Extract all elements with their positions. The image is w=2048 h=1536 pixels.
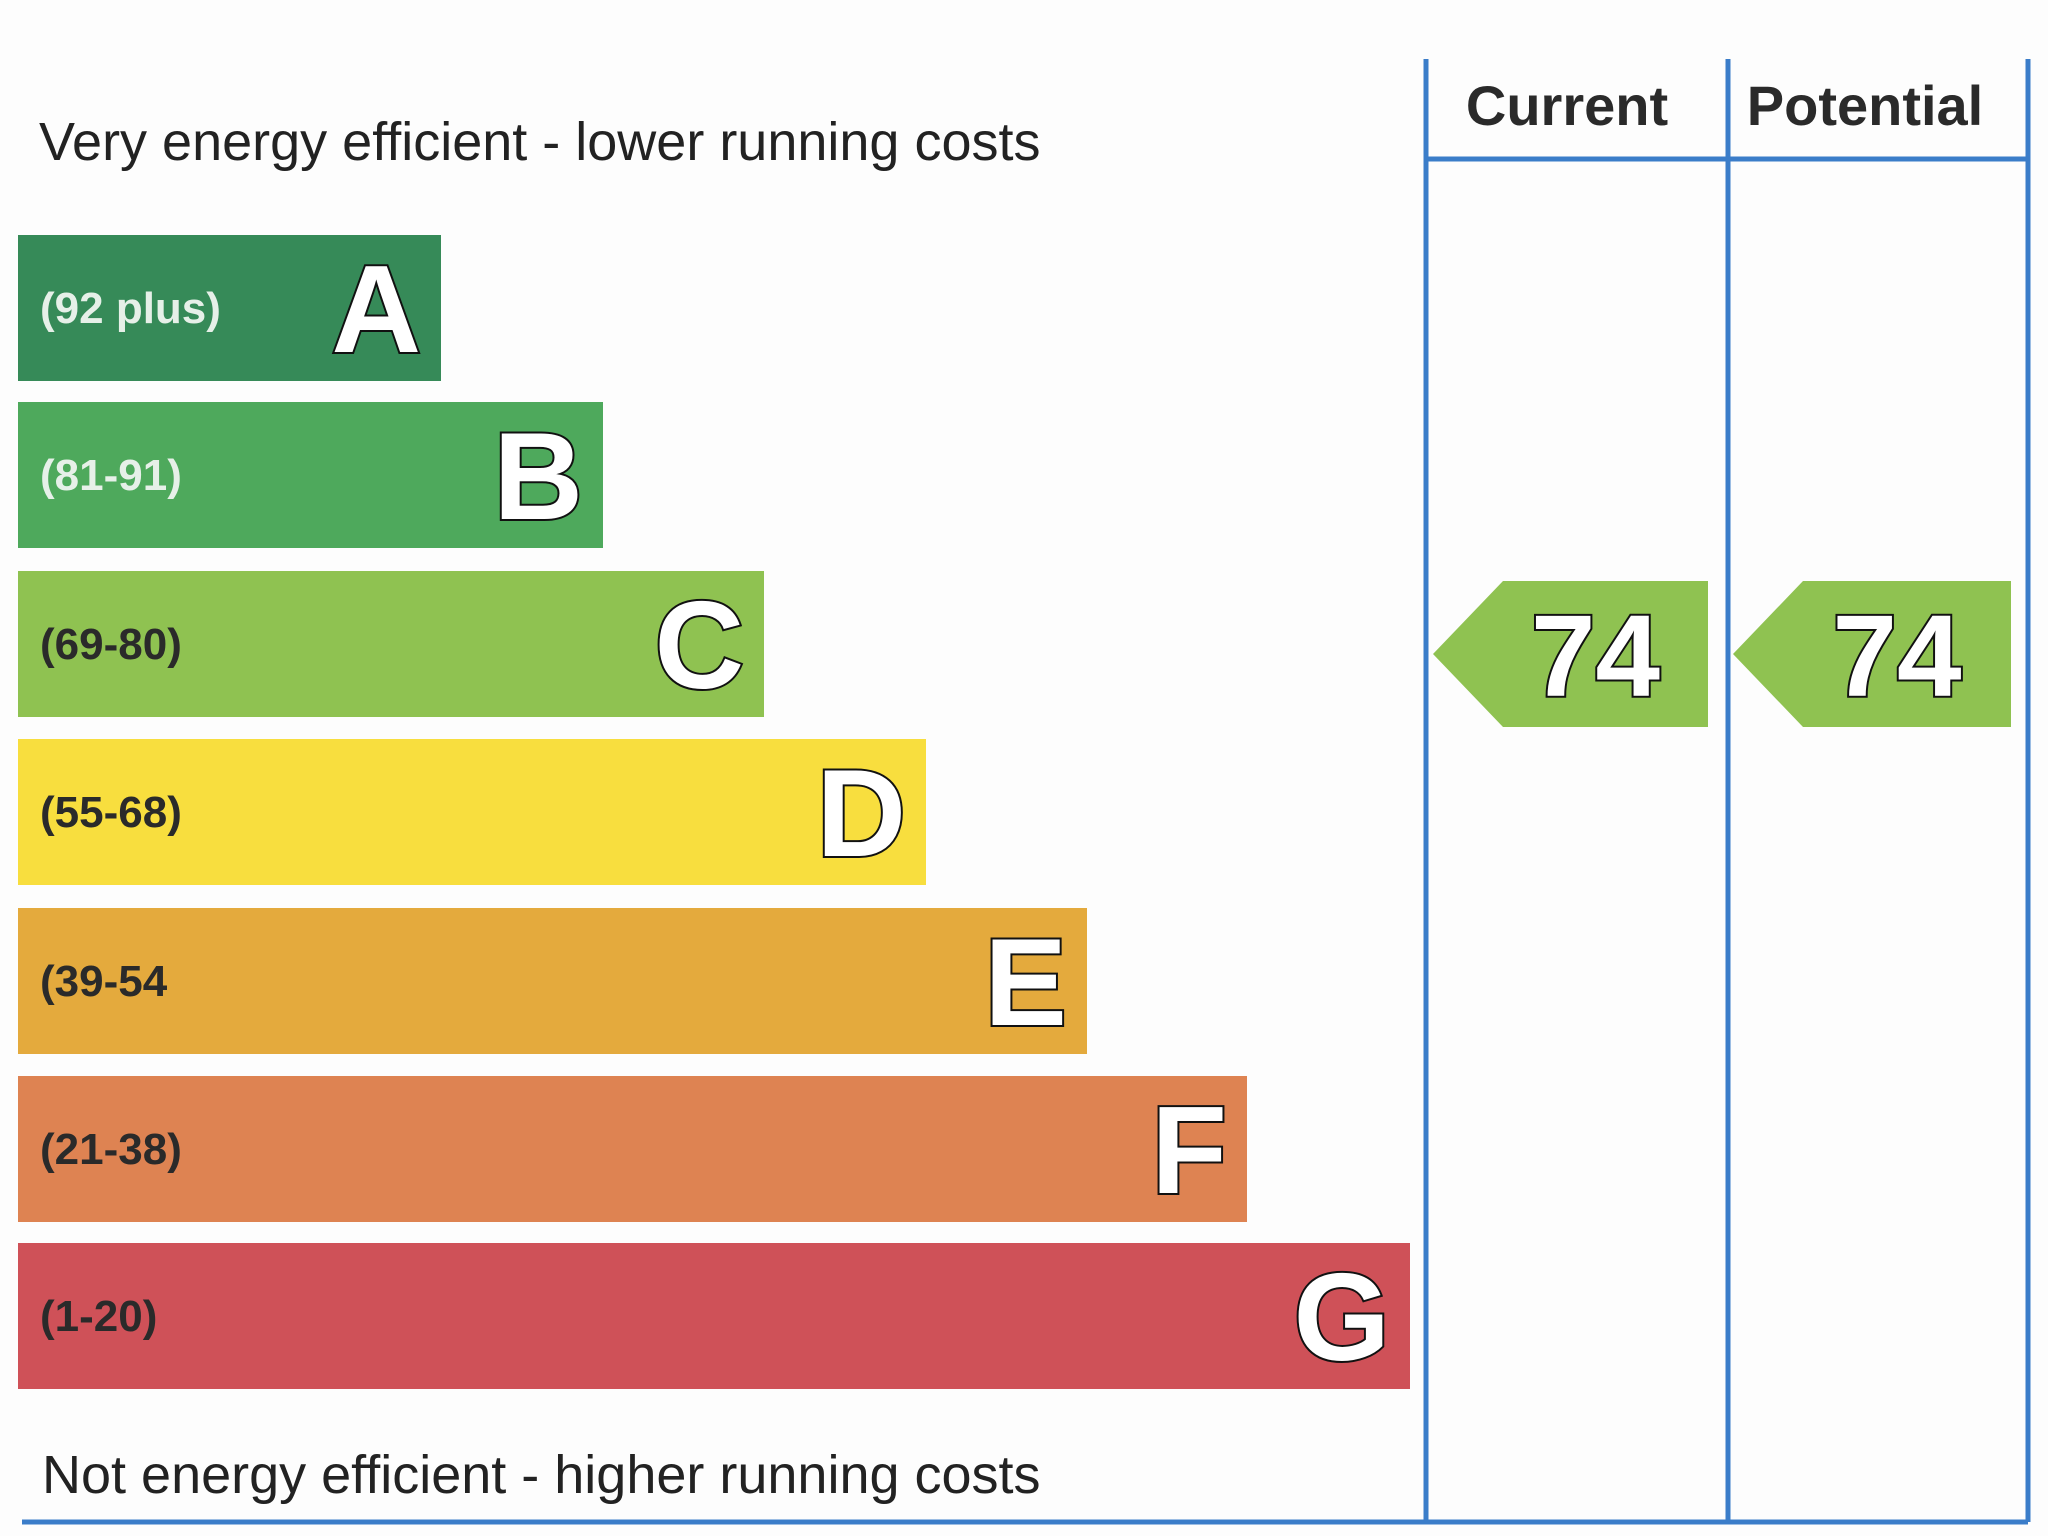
- band-letter: F: [1151, 1082, 1227, 1220]
- band: [18, 1243, 1410, 1389]
- band-range: (92 plus): [40, 284, 221, 333]
- bottom-label: Not energy efficient - higher running co…: [42, 1445, 1041, 1505]
- band: [18, 1076, 1247, 1222]
- band: [18, 908, 1087, 1054]
- rating-arrow: [1433, 581, 1708, 727]
- band-range: (21-38): [40, 1125, 182, 1174]
- bands: (92 plus) A (81-91) B (69-80) C (55-68) D (39-54…: [18, 235, 1410, 1389]
- band-range: (39-54: [40, 957, 168, 1006]
- band-range: (69-80): [40, 620, 182, 669]
- band-letter: B: [493, 408, 583, 546]
- rating-value: 74: [1832, 591, 1961, 721]
- band-letter: G: [1294, 1249, 1390, 1387]
- column-header: Current: [1466, 74, 1668, 137]
- rating-arrow: [1733, 581, 2011, 727]
- band-range: (1-20): [40, 1292, 157, 1341]
- top-label: Very energy efficient - lower running co…: [39, 112, 1041, 172]
- band-range: (81-91): [40, 451, 182, 500]
- rating-value: 74: [1531, 591, 1660, 721]
- band: [18, 739, 926, 885]
- band: [18, 402, 603, 548]
- ratings: 74 74: [1433, 581, 2011, 727]
- band-letter: D: [816, 745, 906, 883]
- band-range: (55-68): [40, 788, 182, 837]
- band: [18, 235, 441, 381]
- column-header: Potential: [1747, 74, 1983, 137]
- band-letter: C: [654, 577, 744, 715]
- band: [18, 571, 764, 717]
- band-letter: E: [984, 914, 1067, 1052]
- band-letter: A: [331, 241, 421, 379]
